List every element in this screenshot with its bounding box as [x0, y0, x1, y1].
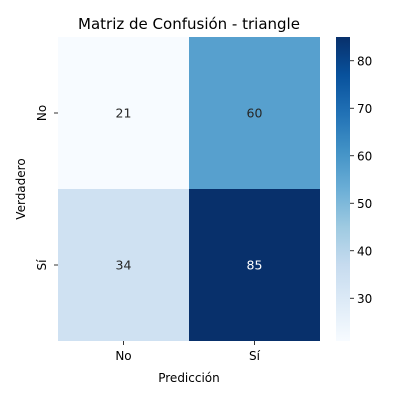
x-axis-label: Predicción [158, 371, 220, 385]
cell-value-label: 60 [247, 106, 263, 121]
heatmap-cell-0-1 [189, 37, 320, 189]
heatmap-cell-1-0 [58, 189, 189, 341]
colorbar-tick-label: 70 [357, 102, 372, 116]
x-tick-label: No [115, 349, 131, 363]
heatmap-cell-0-0 [58, 37, 189, 189]
cell-value-label: 21 [116, 106, 132, 121]
colorbar: 30 40 50 60 70 80 [336, 37, 372, 341]
colorbar-tick-label: 60 [357, 149, 372, 163]
chart-title: Matriz de Confusión - triangle [78, 15, 300, 33]
heatmap-cells: 21 60 34 85 [58, 37, 320, 341]
y-tick-label: No [35, 105, 49, 121]
y-axis-label: Verdadero [14, 158, 28, 219]
colorbar-gradient [336, 37, 350, 341]
x-tick-label: Sí [249, 349, 261, 363]
colorbar-tick-label: 40 [357, 244, 372, 258]
colorbar-tick-label: 30 [357, 292, 372, 306]
cell-value-label: 34 [116, 258, 132, 273]
colorbar-tick-label: 80 [357, 54, 372, 68]
colorbar-ticks: 30 40 50 60 70 80 [350, 54, 372, 306]
colorbar-tick-label: 50 [357, 197, 372, 211]
cell-value-label: 85 [247, 258, 263, 273]
y-tick-label: Sí [35, 259, 49, 271]
heatmap-cell-1-1 [189, 189, 320, 341]
